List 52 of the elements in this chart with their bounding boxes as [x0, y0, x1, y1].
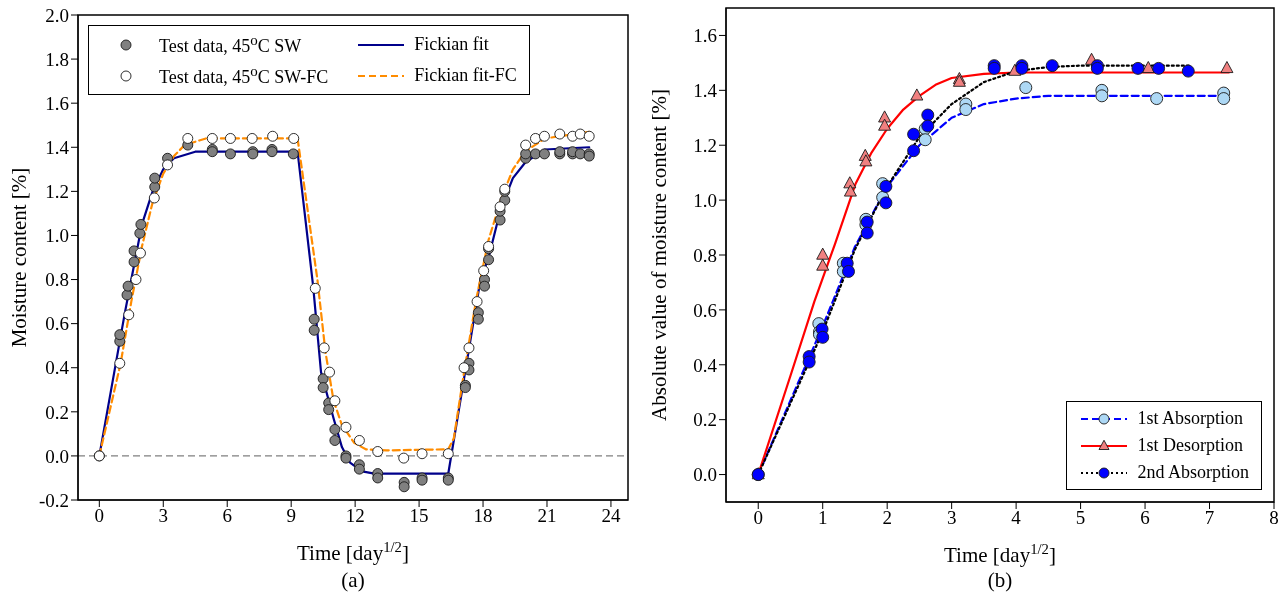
x-tick-label: 24 [601, 505, 621, 527]
y-tick-label: 1.6 [45, 92, 69, 114]
x-tick-label: 0 [94, 505, 105, 527]
x-tick-label: 0 [753, 507, 763, 529]
x-tick-label: 21 [537, 505, 557, 527]
y-tick-label: 0.4 [693, 354, 718, 376]
y-tick-label: 0.0 [45, 445, 69, 467]
x-tick-label: 6 [1140, 507, 1150, 529]
legend-label: 1st Absorption [1137, 408, 1243, 429]
legend-label: Fickian fit [414, 34, 489, 55]
text: (a) [340, 568, 366, 593]
x-tick-label: 4 [1011, 507, 1022, 529]
legend-label: Fickian fit-FC [414, 65, 517, 86]
y-axis-title: Absolute value of moisture content [%] [646, 89, 671, 421]
y-tick-label: 0.2 [693, 409, 717, 431]
y-tick-label: 0.8 [45, 269, 69, 291]
x-tick-label: 18 [473, 505, 493, 527]
x-tick-label: 15 [409, 505, 429, 527]
y-tick-label: 0.8 [693, 244, 717, 266]
y-axis-title: Moisture content [%] [6, 167, 31, 348]
y-tick-label: 0.0 [693, 464, 717, 486]
text: (b) [986, 568, 1014, 593]
y-tick-label: 0.6 [693, 299, 717, 321]
legend-label: Test data, 45$^{o}$C SW-FC [159, 63, 329, 88]
x-tick-label: 9 [286, 505, 296, 527]
x-tick-label: 5 [1075, 507, 1086, 529]
y-tick-label: 2.0 [45, 4, 69, 26]
legend-label: 1st Desorption [1137, 435, 1243, 456]
x-tick-label: 3 [946, 507, 957, 529]
y-tick-label: 1.0 [45, 225, 69, 247]
y-tick-label: 1.2 [45, 181, 69, 203]
x-tick-label: 7 [1204, 507, 1215, 529]
x-tick-label: 12 [345, 505, 365, 527]
y-tick-label: 1.8 [45, 48, 69, 70]
legend-label: 2nd Absorption [1137, 462, 1249, 483]
x-tick-label: 8 [1269, 507, 1279, 529]
y-tick-label: 0.4 [45, 357, 70, 379]
x-axis-title: Time [day$^{1/2}$] [297, 539, 409, 565]
y-tick-label: 1.2 [693, 134, 717, 156]
y-tick-label: 1.6 [693, 25, 717, 47]
y-tick-label: -0.2 [38, 489, 69, 511]
y-tick-label: 0.6 [45, 313, 69, 335]
y-tick-label: 1.0 [693, 189, 717, 211]
y-tick-label: 1.4 [45, 137, 70, 159]
x-axis-title: Time [day$^{1/2}$] [944, 541, 1056, 567]
x-tick-label: 2 [882, 507, 892, 529]
x-tick-label: 3 [158, 505, 169, 527]
legend-label: Test data, 45$^{o}$C SW [159, 32, 302, 57]
y-tick-label: 0.2 [45, 401, 69, 423]
y-tick-label: 1.4 [693, 80, 718, 102]
x-tick-label: 1 [817, 507, 828, 529]
x-tick-label: 6 [222, 505, 232, 527]
